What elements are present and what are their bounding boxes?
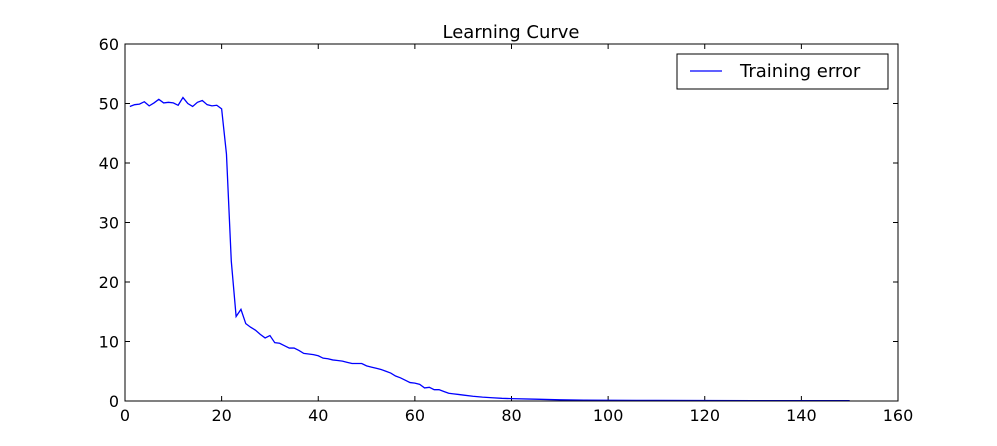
x-tick-label: 0 <box>120 406 130 425</box>
x-axis: 0 20 40 60 80 100 120 140 160 <box>120 44 913 425</box>
y-tick-label: 20 <box>99 273 119 292</box>
legend-label: Training error <box>739 61 861 82</box>
series-layer <box>129 96 850 402</box>
x-tick-label: 60 <box>405 406 425 425</box>
y-tick-label: 10 <box>99 333 119 352</box>
series-line-training-error <box>129 96 850 402</box>
x-tick-label: 80 <box>501 406 521 425</box>
y-tick-label: 60 <box>99 35 119 54</box>
y-axis: 0 10 20 30 40 50 60 <box>99 35 898 411</box>
x-tick-label: 20 <box>211 406 231 425</box>
y-tick-label: 0 <box>109 392 119 411</box>
legend: Training error <box>676 53 889 90</box>
plot-frame <box>124 43 899 402</box>
chart-title: Learning Curve <box>443 22 580 43</box>
y-tick-label: 40 <box>99 154 119 173</box>
x-tick-label: 160 <box>883 406 914 425</box>
y-tick-label: 50 <box>99 95 119 114</box>
x-tick-label: 40 <box>308 406 328 425</box>
x-tick-label: 120 <box>689 406 720 425</box>
x-tick-label: 140 <box>786 406 817 425</box>
y-tick-label: 30 <box>99 214 119 233</box>
x-tick-label: 100 <box>593 406 624 425</box>
